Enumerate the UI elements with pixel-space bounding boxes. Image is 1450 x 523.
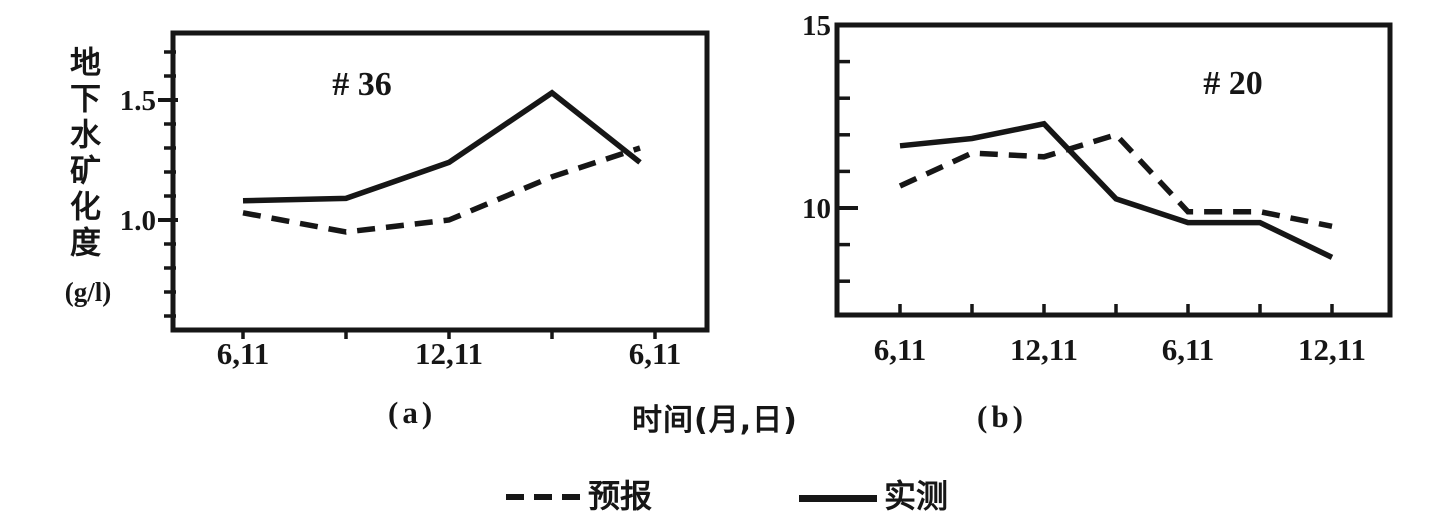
svg-text:1.5: 1.5	[120, 85, 156, 117]
panel-b-chart: 10 15 6,11 12,11 6,11 12,11 # 20	[802, 10, 1393, 367]
svg-text:# 36: # 36	[332, 66, 392, 103]
svg-text:# 20: # 20	[1203, 65, 1263, 102]
svg-text:15: 15	[802, 10, 831, 42]
svg-text:12,11: 12,11	[1298, 332, 1366, 367]
solid-line-icon	[799, 495, 877, 502]
svg-text:12,11: 12,11	[415, 336, 483, 371]
legend-label-forecast: 预报	[588, 477, 653, 515]
y-axis-unit-label: (g/l)	[64, 277, 112, 307]
svg-text:6,11: 6,11	[874, 332, 927, 367]
panel-a-caption: (a)	[388, 395, 437, 430]
svg-text:6,11: 6,11	[217, 336, 270, 371]
panel-b-caption: (b)	[977, 399, 1027, 434]
y-axis-label: 地下水矿化度	[64, 46, 100, 262]
svg-text:10: 10	[802, 193, 831, 225]
x-axis-label: 时间(月,日)	[632, 403, 798, 438]
svg-text:6,11: 6,11	[1162, 332, 1215, 367]
legend-label-measured: 实测	[884, 477, 949, 515]
dashed-line-icon	[506, 494, 580, 500]
svg-text:1.0: 1.0	[120, 205, 156, 237]
svg-text:6,11: 6,11	[629, 336, 682, 371]
svg-text:12,11: 12,11	[1010, 332, 1078, 367]
panel-a-chart: 1.0 1.5 6,11 12,11 6,11 # 36	[120, 30, 710, 371]
